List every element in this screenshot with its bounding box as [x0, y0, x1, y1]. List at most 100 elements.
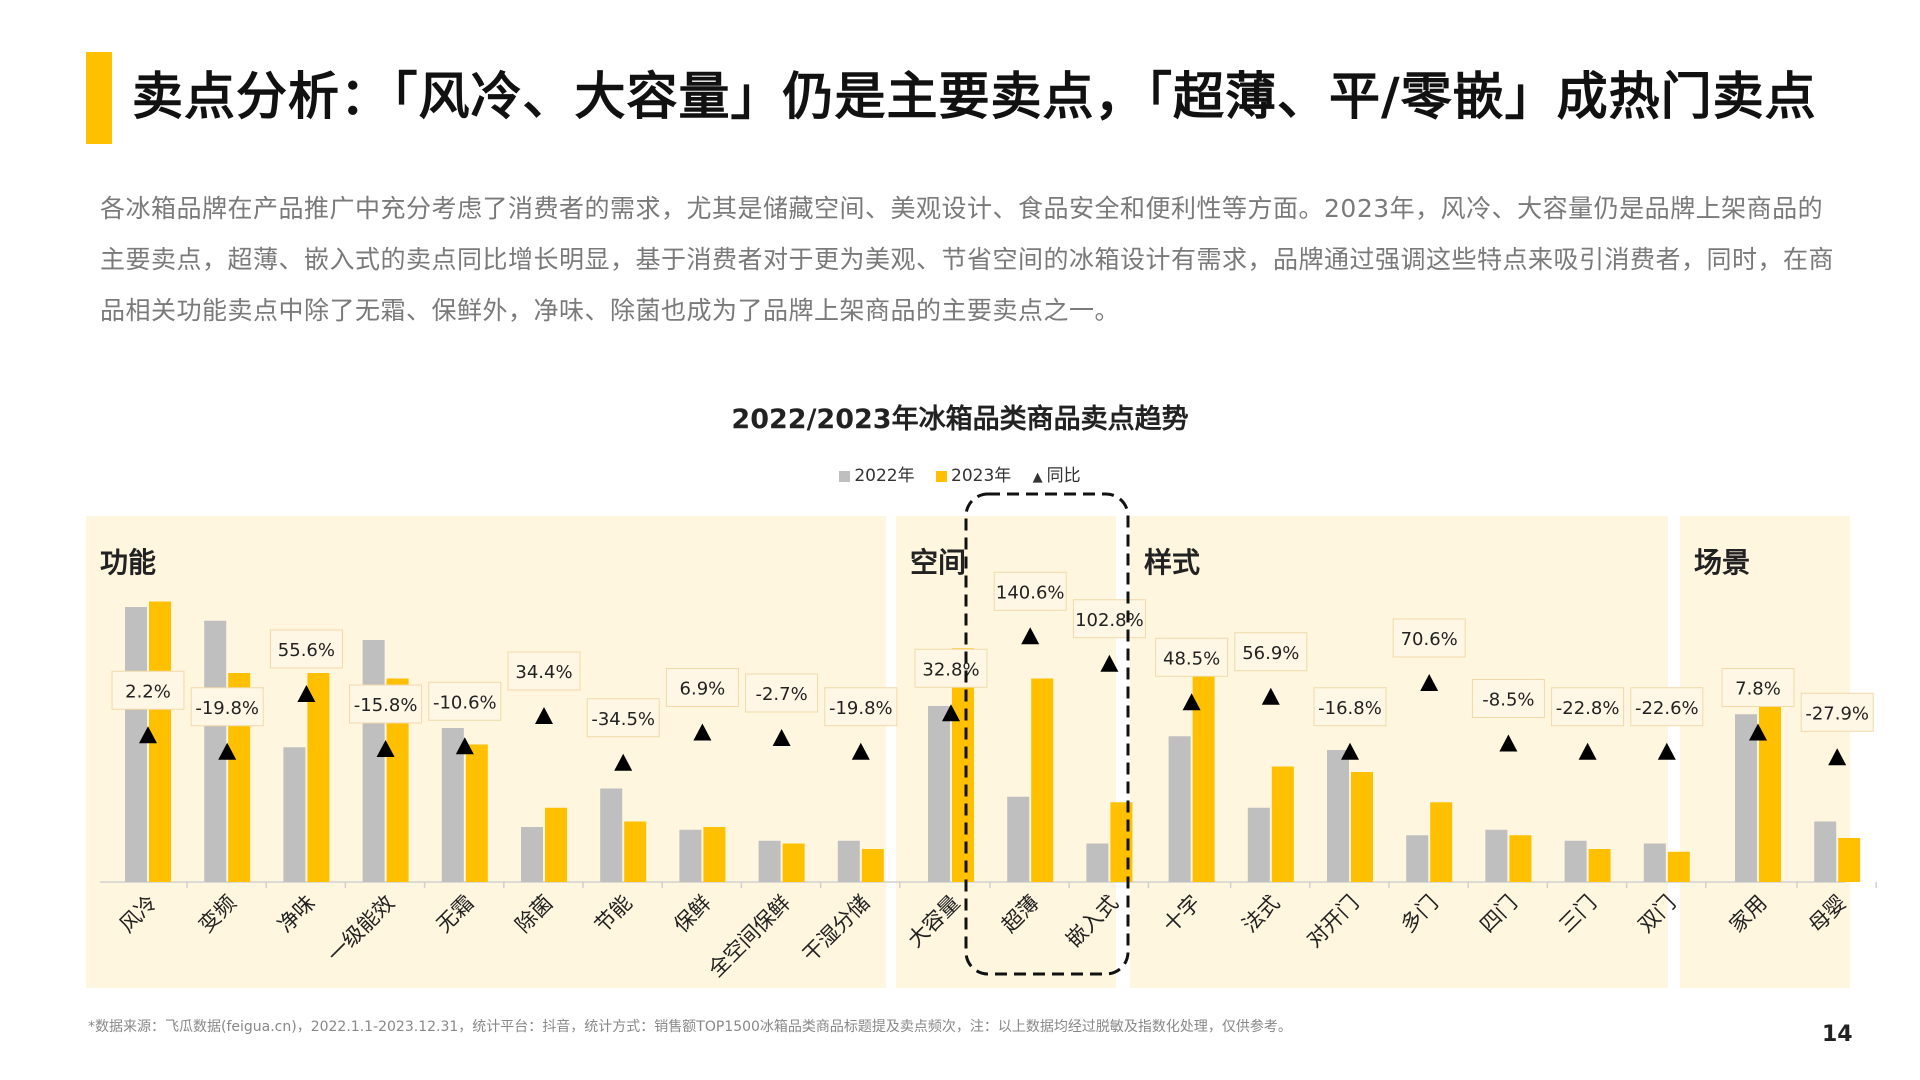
bar-2022 — [928, 706, 950, 882]
bar-2023 — [1430, 802, 1453, 882]
yoy-triangle-marker — [139, 726, 157, 744]
yoy-triangle-marker — [376, 740, 395, 757]
legend-swatch-2022 — [839, 470, 851, 482]
bar-2022 — [600, 788, 623, 882]
bar-2023 — [1351, 772, 1373, 882]
group-label: 空间 — [910, 546, 966, 579]
yoy-label-box — [507, 651, 581, 691]
yoy-label-box — [1313, 687, 1387, 727]
yoy-triangle-marker — [297, 685, 316, 702]
bar-2022 — [1735, 714, 1757, 882]
legend-label-yoy: 同比 — [1046, 466, 1081, 486]
yoy-triangle-marker — [1828, 748, 1847, 766]
footnote: *数据来源：飞瓜数据(feigua.cn)，2022.1.1-2023.12.3… — [88, 1019, 1292, 1035]
legend-item-2023: 2023年 — [936, 461, 1011, 486]
yoy-triangle-marker — [1261, 687, 1280, 705]
bar-2023 — [1588, 849, 1611, 882]
bar-2023 — [952, 648, 974, 882]
group-label: 样式 — [1144, 546, 1200, 579]
yoy-data-label: 6.9% — [680, 679, 726, 700]
bar-2022 — [758, 840, 781, 882]
yoy-triangle-marker — [455, 737, 474, 755]
yoy-label-box — [665, 668, 739, 707]
yoy-label-box — [111, 670, 185, 710]
bar-2023 — [1667, 851, 1690, 882]
bar-2022 — [1007, 796, 1030, 882]
bar-2023 — [1838, 838, 1861, 882]
yoy-label-box — [349, 684, 423, 724]
bar-2022 — [521, 827, 543, 882]
bar-2022 — [1327, 750, 1349, 882]
bar-2023 — [624, 821, 647, 882]
yoy-triangle-marker — [218, 742, 237, 760]
legend-label-2022: 2022年 — [854, 466, 915, 486]
bar-2022 — [283, 747, 306, 882]
bar-2022 — [1564, 840, 1587, 882]
yoy-label-box — [1072, 599, 1146, 639]
bar-2023 — [1192, 664, 1215, 882]
yoy-data-label: 48.5% — [1163, 648, 1220, 669]
yoy-data-label: 140.6% — [996, 582, 1065, 603]
yoy-data-label: -19.8% — [195, 698, 259, 719]
bar-2023 — [1271, 766, 1294, 882]
yoy-triangle-marker — [1499, 734, 1518, 752]
bar-2023 — [465, 744, 488, 882]
yoy-triangle-marker — [535, 707, 553, 724]
group-panel — [1130, 516, 1668, 988]
yoy-data-label: 56.9% — [1242, 643, 1299, 664]
bar-2022 — [441, 728, 464, 882]
yoy-label-box — [993, 571, 1067, 611]
yoy-data-label: 2.2% — [125, 681, 171, 702]
yoy-triangle-marker — [1100, 654, 1119, 672]
yoy-label-box — [1392, 618, 1466, 658]
yoy-triangle-marker — [1749, 723, 1767, 741]
yoy-triangle-marker — [851, 742, 870, 760]
chart-legend: 2022年 2023年 ▲ 同比 — [0, 461, 1920, 486]
yoy-triangle-marker — [614, 753, 633, 771]
yoy-label-box — [1800, 692, 1874, 732]
page-title: 卖点分析：「风冷、大容量」仍是主要卖点，「超薄、平/零嵌」成热门卖点 — [132, 68, 1817, 127]
yoy-data-label: -22.6% — [1635, 698, 1699, 719]
yoy-data-label: 102.8% — [1075, 610, 1144, 631]
yoy-triangle-marker — [1021, 627, 1040, 645]
yoy-triangle-marker — [1657, 742, 1676, 760]
yoy-label-box — [1721, 668, 1795, 707]
yoy-label-box — [1471, 679, 1545, 718]
bar-2023 — [1759, 700, 1781, 882]
yoy-data-label: -2.7% — [755, 684, 807, 705]
yoy-label-box — [914, 648, 988, 688]
page-number: 14 — [1822, 1022, 1853, 1047]
bar-2023 — [386, 678, 409, 882]
page-description: 各冰箱品牌在产品推广中充分考虑了消费者的需求，尤其是储藏空间、美观设计、食品安全… — [100, 194, 1835, 325]
bar-2022 — [1814, 821, 1837, 882]
yoy-triangle-marker — [942, 704, 960, 722]
legend-swatch-2023 — [936, 470, 947, 482]
yoy-triangle-marker — [693, 723, 712, 741]
yoy-data-label: 32.8% — [922, 659, 979, 680]
legend-item-yoy: ▲ 同比 — [1033, 461, 1081, 486]
yoy-label-box — [745, 673, 819, 713]
bar-2022 — [679, 829, 702, 882]
bar-2023 — [545, 807, 567, 882]
triangle-up-icon: ▲ — [1032, 470, 1043, 485]
yoy-label-box — [190, 687, 264, 727]
bar-2022 — [1485, 829, 1508, 882]
legend-item-2022: 2022年 — [839, 461, 915, 486]
bar-2022 — [204, 620, 227, 882]
yoy-label-box — [1630, 687, 1704, 727]
bar-2023 — [1031, 678, 1054, 882]
bar-2022 — [1643, 843, 1666, 882]
yoy-label-box — [586, 698, 660, 738]
bar-2023 — [861, 849, 884, 882]
yoy-label-box — [428, 681, 502, 721]
bar-2022 — [1168, 736, 1191, 882]
bar-2022 — [1247, 807, 1270, 882]
title-accent-bar — [86, 52, 112, 144]
group-label: 场景 — [1694, 546, 1750, 579]
bar-2022 — [1086, 843, 1109, 882]
highlight-box — [964, 492, 1130, 976]
group-label: 功能 — [100, 546, 156, 579]
yoy-data-label: -22.8% — [1556, 698, 1620, 719]
yoy-label-box — [1234, 632, 1308, 672]
